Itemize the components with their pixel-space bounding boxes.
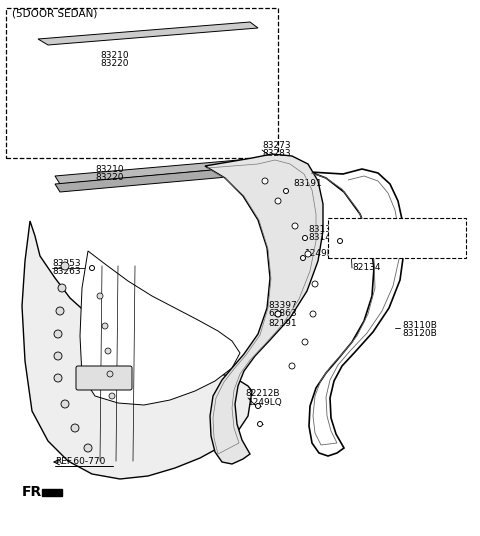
- Circle shape: [97, 293, 103, 299]
- Text: 83220: 83220: [100, 59, 129, 69]
- Polygon shape: [309, 169, 404, 456]
- Text: 82215: 82215: [350, 236, 379, 245]
- Circle shape: [284, 189, 288, 193]
- Circle shape: [275, 311, 281, 317]
- Circle shape: [275, 198, 281, 204]
- Circle shape: [89, 265, 95, 271]
- Circle shape: [302, 235, 308, 241]
- Text: 83397: 83397: [268, 301, 297, 309]
- Text: 1249EE: 1249EE: [305, 249, 339, 257]
- Text: 83273: 83273: [262, 142, 290, 151]
- Text: 83191: 83191: [293, 178, 322, 188]
- Circle shape: [262, 178, 268, 184]
- Text: 83140C: 83140C: [308, 233, 343, 242]
- Circle shape: [255, 404, 261, 408]
- Circle shape: [312, 281, 318, 287]
- Text: 83253: 83253: [52, 259, 81, 269]
- Polygon shape: [80, 251, 240, 405]
- Text: 1249LQ: 1249LQ: [248, 398, 283, 407]
- Circle shape: [58, 284, 66, 292]
- Text: 83110B: 83110B: [402, 322, 437, 331]
- Text: 82212B: 82212B: [245, 389, 279, 398]
- Circle shape: [292, 223, 298, 229]
- Circle shape: [257, 421, 263, 427]
- Circle shape: [56, 307, 64, 315]
- Text: 83210: 83210: [100, 51, 129, 61]
- Circle shape: [54, 374, 62, 382]
- Text: FR.: FR.: [22, 485, 48, 499]
- Circle shape: [348, 228, 352, 234]
- Circle shape: [61, 400, 69, 408]
- Text: REF.60-770: REF.60-770: [55, 458, 106, 466]
- Circle shape: [105, 348, 111, 354]
- Text: 83120B: 83120B: [402, 330, 437, 339]
- Text: 82191: 82191: [268, 318, 297, 327]
- FancyBboxPatch shape: [76, 366, 132, 390]
- Text: (121020-121130): (121020-121130): [333, 220, 406, 229]
- Circle shape: [302, 339, 308, 345]
- Polygon shape: [55, 158, 268, 184]
- Polygon shape: [22, 221, 252, 479]
- Circle shape: [300, 256, 305, 260]
- Polygon shape: [205, 154, 323, 464]
- Text: 83283: 83283: [262, 150, 290, 159]
- Text: 62863: 62863: [268, 309, 297, 317]
- Text: 83263: 83263: [52, 267, 81, 277]
- Polygon shape: [55, 165, 272, 192]
- Circle shape: [102, 323, 108, 329]
- Circle shape: [54, 330, 62, 338]
- Text: 82134: 82134: [352, 264, 381, 272]
- Circle shape: [107, 371, 113, 377]
- FancyArrow shape: [42, 488, 62, 495]
- Circle shape: [109, 393, 115, 399]
- FancyBboxPatch shape: [328, 218, 466, 258]
- Polygon shape: [38, 22, 258, 45]
- Text: 83220: 83220: [95, 173, 123, 182]
- Circle shape: [54, 352, 62, 360]
- FancyBboxPatch shape: [6, 8, 278, 158]
- Circle shape: [289, 363, 295, 369]
- Circle shape: [84, 444, 92, 452]
- Circle shape: [310, 311, 316, 317]
- Circle shape: [71, 424, 79, 432]
- Circle shape: [337, 239, 343, 243]
- Text: 83130C: 83130C: [308, 225, 343, 234]
- Circle shape: [61, 262, 69, 270]
- Circle shape: [305, 251, 311, 257]
- Text: (5DOOR SEDAN): (5DOOR SEDAN): [12, 9, 97, 19]
- Text: 83210: 83210: [95, 165, 124, 174]
